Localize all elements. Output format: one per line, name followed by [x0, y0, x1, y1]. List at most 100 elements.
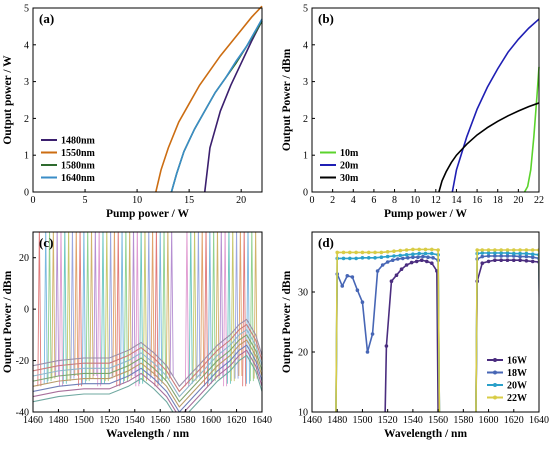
data-point — [373, 255, 377, 260]
data-point — [524, 251, 529, 256]
legend-label: 1640nm — [61, 173, 96, 184]
y-tick-label: 3 — [24, 77, 29, 88]
data-point — [480, 261, 485, 266]
x-tick-label: 20 — [513, 195, 523, 206]
panel-label: (c) — [39, 235, 53, 250]
series-line — [155, 5, 263, 193]
data-point — [414, 259, 419, 264]
x-tick-label: 12 — [431, 195, 441, 206]
data-point — [348, 256, 352, 261]
series-line — [203, 20, 263, 193]
data-point — [366, 255, 371, 260]
laser-peak — [112, 232, 117, 377]
legend-marker — [493, 370, 497, 375]
x-tick-label: 10 — [410, 195, 420, 206]
data-point — [431, 255, 435, 260]
background-spectrum — [33, 349, 262, 412]
y-tick-label: 0 — [24, 305, 29, 316]
background-spectrum — [33, 328, 262, 398]
laser-peak — [89, 232, 94, 379]
laser-peak — [55, 232, 60, 377]
y-tick-label: 0 — [303, 188, 308, 199]
data-point — [384, 344, 389, 348]
data-point — [426, 255, 430, 259]
laser-peak — [139, 232, 144, 384]
data-point — [436, 248, 440, 252]
laser-peak — [211, 232, 216, 382]
laser-peak — [131, 232, 136, 377]
laser-peak — [37, 232, 42, 387]
x-tick-label: 1460 — [302, 415, 322, 426]
legend-item: 1640nm — [41, 173, 96, 184]
y-tick-label: 3 — [303, 77, 308, 88]
x-tick-label: 1640 — [529, 415, 549, 426]
data-point — [389, 279, 394, 284]
x-tick-label: 1640 — [252, 415, 272, 426]
x-tick-label: 1520 — [378, 415, 398, 426]
legend-label: 30m — [340, 173, 359, 184]
data-point — [493, 248, 497, 252]
laser-peak — [62, 232, 67, 384]
legend-item: 22W — [487, 393, 527, 404]
laser-peak — [43, 232, 48, 384]
data-point — [424, 259, 429, 264]
series-line — [523, 66, 540, 193]
y-tick-label: 10 — [298, 408, 308, 419]
laser-peak — [215, 232, 220, 379]
legend-item: 1550nm — [41, 148, 96, 159]
series-line — [438, 102, 540, 193]
series-20m — [451, 18, 540, 193]
data-point — [530, 255, 535, 259]
laser-peak — [200, 232, 205, 377]
data-point — [375, 269, 380, 273]
data-point — [379, 255, 384, 259]
series-line — [384, 259, 439, 412]
data-point — [404, 253, 409, 257]
data-point — [518, 248, 522, 252]
x-tick-label: 14 — [451, 195, 461, 206]
data-point — [486, 251, 491, 255]
data-point — [350, 275, 355, 279]
legend-label: 22W — [507, 393, 527, 404]
x-tick-label: 0 — [31, 195, 36, 206]
data-point — [385, 260, 390, 264]
data-point — [499, 248, 503, 252]
series-line — [451, 18, 540, 193]
data-point — [392, 249, 396, 253]
laser-peak — [223, 232, 228, 387]
x-tick-label: 8 — [392, 195, 397, 206]
legend-item: 18W — [487, 368, 527, 379]
y-tick-label: 4 — [303, 40, 308, 51]
data-point — [524, 259, 529, 263]
background-spectrum — [33, 334, 262, 403]
y-tick-label: 2 — [24, 114, 29, 125]
y-axis-label: Output power / W — [2, 55, 14, 145]
laser-peak — [59, 232, 63, 387]
data-point — [379, 250, 384, 255]
data-point — [385, 254, 390, 259]
laser-peak — [238, 232, 243, 377]
data-point — [505, 258, 510, 263]
laser-peak — [188, 232, 193, 384]
series-line — [170, 18, 263, 193]
y-tick-label: 0 — [24, 188, 29, 199]
data-point — [416, 255, 420, 259]
data-point — [354, 256, 358, 261]
background-spectrum — [33, 344, 262, 412]
legend-item: 10m — [320, 148, 359, 159]
x-axis-label: Pump power / W — [384, 208, 467, 220]
panel-label: (b) — [318, 11, 334, 26]
laser-peak — [104, 232, 109, 382]
plot-frame — [311, 7, 540, 193]
data-point — [345, 274, 350, 278]
data-point — [399, 267, 404, 272]
x-tick-label: 1600 — [201, 415, 221, 426]
legend-item: 16W — [487, 356, 527, 367]
x-tick-label: 1540 — [403, 415, 423, 426]
series-1480nm — [203, 20, 263, 193]
data-point — [518, 251, 522, 256]
data-point — [401, 256, 405, 261]
data-point — [348, 250, 352, 255]
data-point — [373, 250, 377, 255]
laser-peak — [192, 232, 197, 382]
